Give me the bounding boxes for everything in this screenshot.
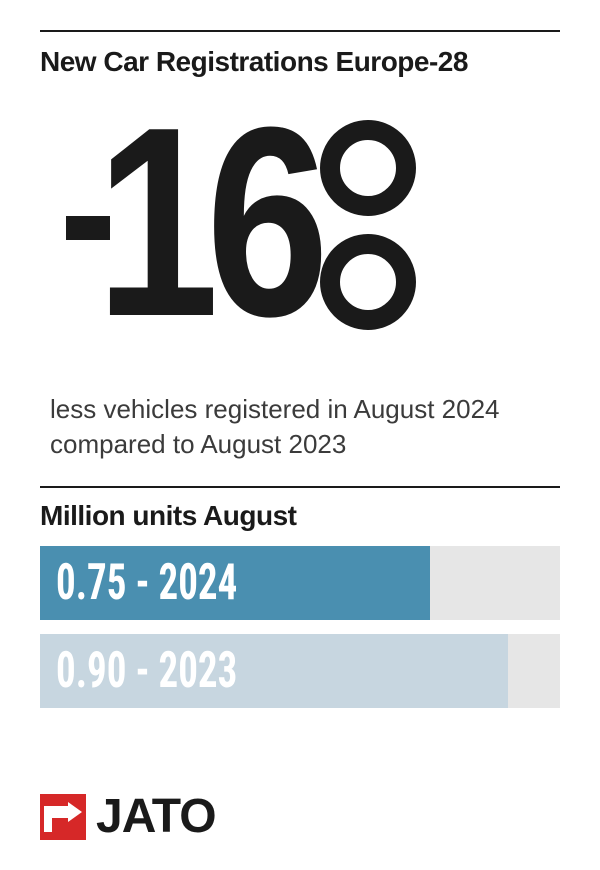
percent-circle-top <box>320 120 416 216</box>
bar-track: 0.90 - 2023 <box>40 634 560 708</box>
stat-number: 16 <box>96 68 316 378</box>
subtext-lead: less <box>50 394 96 424</box>
logo-arrow-icon <box>44 802 82 832</box>
stat-subtext: less vehicles registered in August 2024 … <box>50 392 560 462</box>
bar-fill: 0.75 - 2024 <box>40 546 430 620</box>
subtext-rest: vehicles registered in August 2024 compa… <box>50 394 500 459</box>
bar-fill: 0.90 - 2023 <box>40 634 508 708</box>
bar-label: 0.75 - 2024 <box>56 554 237 612</box>
logo-mark <box>40 794 86 840</box>
percent-circle-bottom <box>320 234 416 330</box>
logo-text: JATO <box>96 789 216 844</box>
bar-chart: 0.75 - 2024 0.90 - 2023 <box>40 546 560 708</box>
chart-title: Million units August <box>40 500 560 532</box>
percent-symbol <box>320 120 416 330</box>
top-rule <box>40 30 560 32</box>
infographic-page: New Car Registrations Europe-28 16 less … <box>0 0 600 870</box>
bar-label: 0.90 - 2023 <box>56 642 237 700</box>
headline-stat: 16 <box>50 108 560 368</box>
bar-track: 0.75 - 2024 <box>40 546 560 620</box>
mid-rule <box>40 486 560 488</box>
brand-logo: JATO <box>40 789 216 844</box>
